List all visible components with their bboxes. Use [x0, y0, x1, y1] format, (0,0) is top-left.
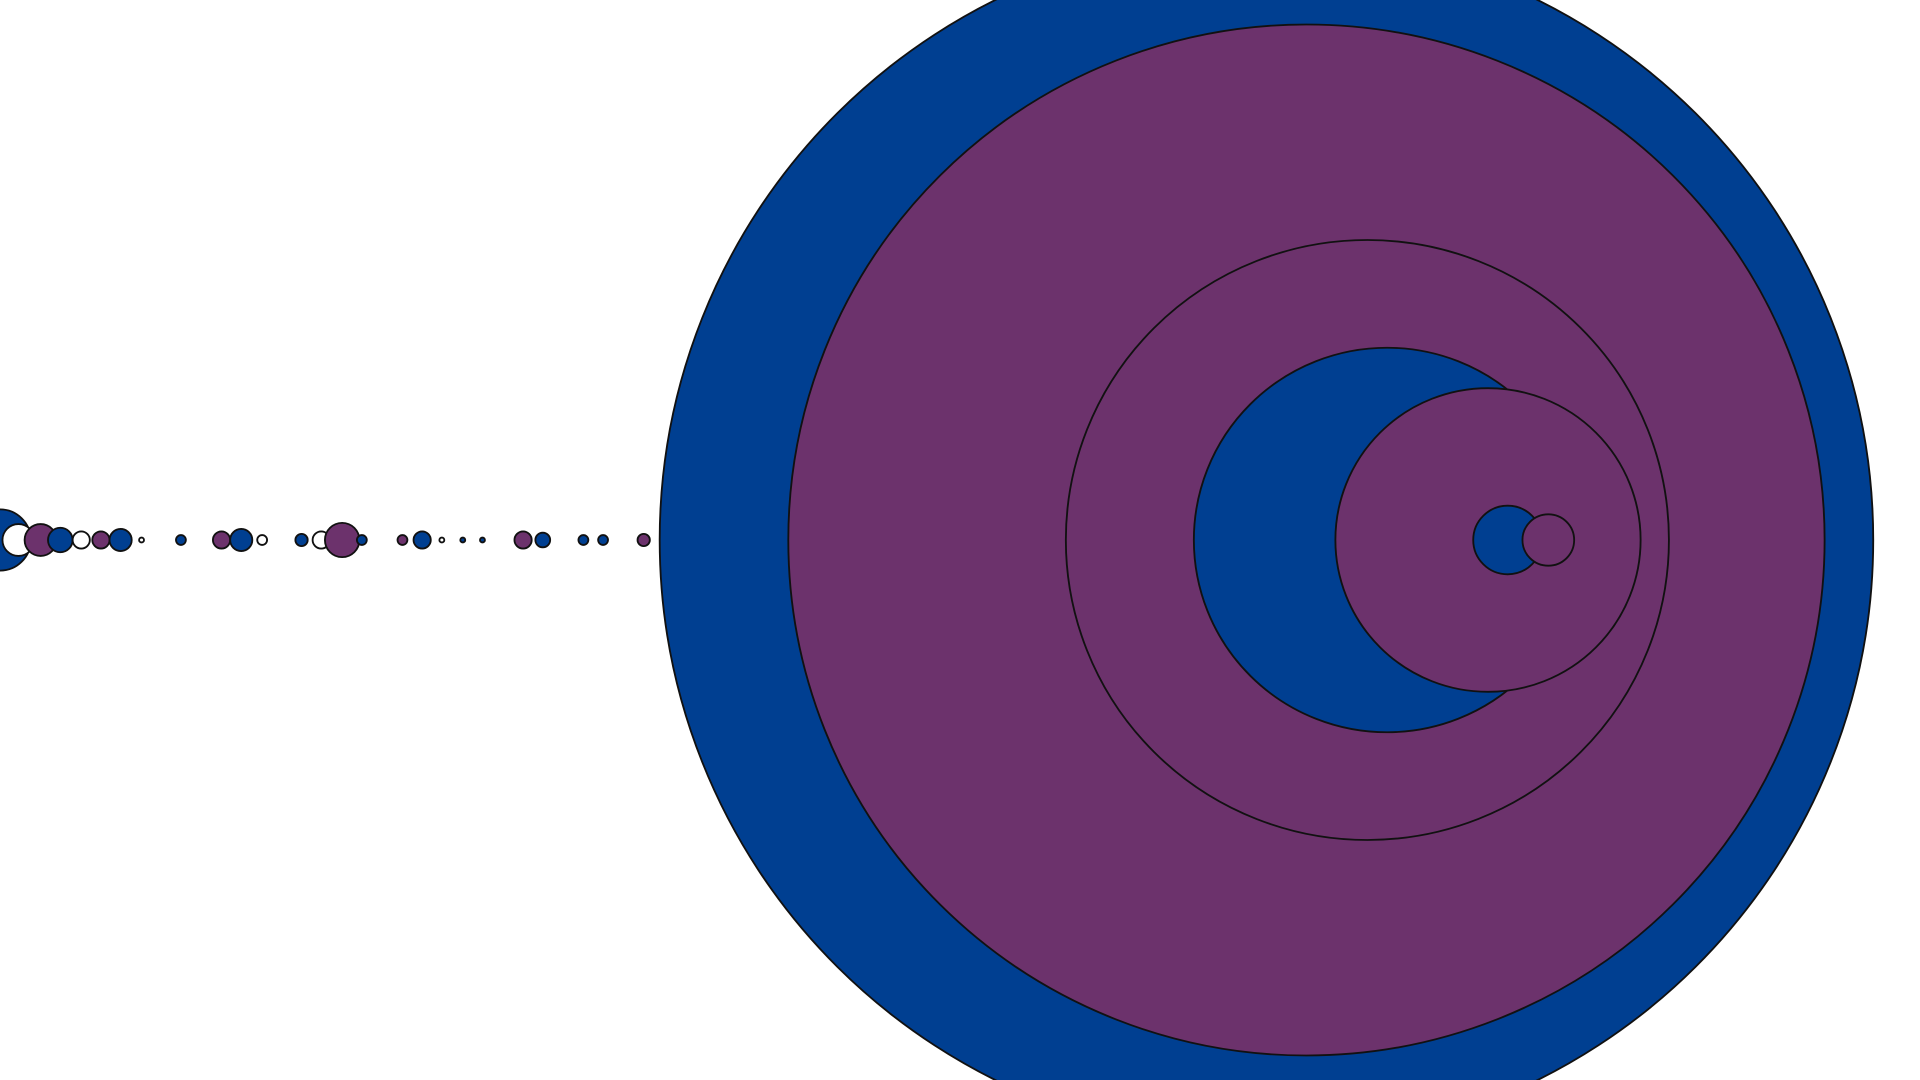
- dot: [138, 536, 145, 544]
- dot: [71, 530, 91, 550]
- dot: [229, 528, 254, 552]
- dot: [356, 534, 368, 546]
- dot: [212, 530, 232, 550]
- dot: [513, 530, 533, 550]
- dot: [412, 530, 432, 550]
- dot: [636, 532, 651, 548]
- dot: [91, 530, 111, 550]
- dot: [108, 528, 133, 552]
- dot: [534, 531, 552, 549]
- small-purple-circle: [1521, 513, 1576, 567]
- dot: [438, 536, 446, 544]
- dot: [294, 532, 309, 548]
- dot: [577, 534, 590, 546]
- dot: [479, 536, 486, 544]
- dot: [459, 536, 467, 544]
- dot: [324, 521, 361, 559]
- dot: [597, 534, 609, 546]
- dot: [47, 526, 74, 554]
- dot: [256, 534, 269, 546]
- dot: [175, 534, 187, 546]
- dot: [396, 534, 409, 546]
